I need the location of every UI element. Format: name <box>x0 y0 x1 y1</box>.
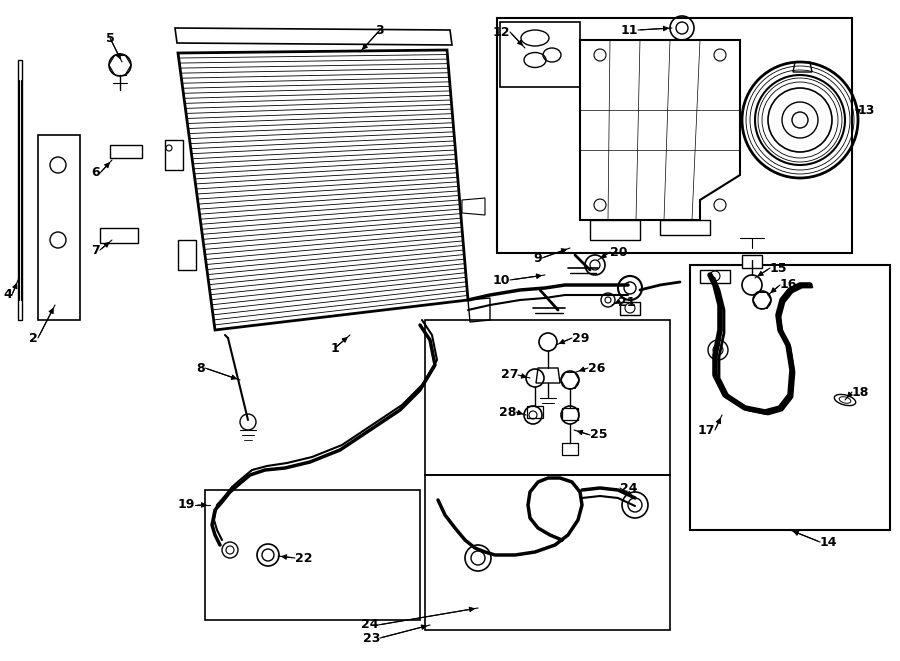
Polygon shape <box>742 255 762 268</box>
Text: 5: 5 <box>105 32 114 44</box>
Bar <box>497 18 852 253</box>
Text: 10: 10 <box>492 274 510 286</box>
Polygon shape <box>580 40 740 220</box>
Polygon shape <box>110 145 142 158</box>
Bar <box>425 475 670 630</box>
Text: 17: 17 <box>698 424 715 436</box>
Text: 14: 14 <box>820 535 838 549</box>
Text: 6: 6 <box>92 167 100 180</box>
Polygon shape <box>536 368 560 383</box>
Text: 12: 12 <box>492 26 510 38</box>
Polygon shape <box>100 228 138 243</box>
Text: 28: 28 <box>499 405 516 418</box>
Text: 23: 23 <box>363 631 380 644</box>
Polygon shape <box>178 50 468 330</box>
Text: 20: 20 <box>610 245 627 258</box>
Polygon shape <box>562 443 578 455</box>
Polygon shape <box>527 406 543 418</box>
Text: 3: 3 <box>375 24 384 36</box>
Text: 18: 18 <box>852 385 869 399</box>
Text: 1: 1 <box>330 342 339 354</box>
Polygon shape <box>562 408 578 420</box>
Bar <box>178 240 196 270</box>
Polygon shape <box>175 28 452 45</box>
Bar <box>690 265 890 530</box>
Text: 24: 24 <box>620 481 637 494</box>
Text: 26: 26 <box>588 362 606 375</box>
Text: 13: 13 <box>858 104 876 116</box>
Text: 11: 11 <box>620 24 638 36</box>
Text: 25: 25 <box>590 428 608 442</box>
Bar <box>425 320 670 475</box>
Text: 27: 27 <box>500 368 518 381</box>
Text: 9: 9 <box>534 251 542 264</box>
Polygon shape <box>468 298 490 322</box>
Text: 29: 29 <box>572 332 590 344</box>
Text: 22: 22 <box>295 551 312 564</box>
Polygon shape <box>590 220 640 240</box>
Text: 16: 16 <box>780 278 797 292</box>
Bar <box>38 135 80 320</box>
Text: 24: 24 <box>361 619 378 631</box>
Polygon shape <box>18 60 22 320</box>
Text: 2: 2 <box>29 332 38 344</box>
Text: 7: 7 <box>91 243 100 256</box>
Text: 19: 19 <box>177 498 195 512</box>
Polygon shape <box>462 198 485 215</box>
Text: 15: 15 <box>770 262 788 274</box>
Bar <box>165 140 183 170</box>
Text: 21: 21 <box>618 295 635 309</box>
Text: 8: 8 <box>196 362 205 375</box>
Polygon shape <box>793 62 812 72</box>
Bar <box>205 490 420 620</box>
Bar <box>500 22 580 87</box>
Text: 4: 4 <box>4 288 12 301</box>
